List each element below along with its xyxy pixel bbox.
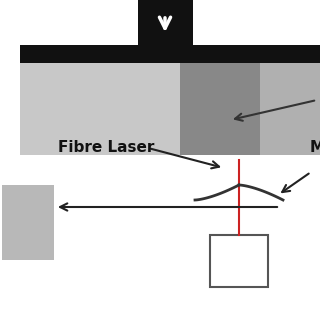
Bar	[210, 235, 268, 287]
Bar	[20, 45, 320, 63]
Bar	[260, 60, 320, 155]
Bar	[180, 60, 260, 155]
Text: M: M	[310, 140, 320, 156]
Bar	[20, 60, 320, 155]
Bar	[20, 60, 180, 155]
Bar	[138, 0, 193, 45]
Bar	[2, 185, 54, 260]
Text: Fibre Laser: Fibre Laser	[58, 140, 154, 156]
